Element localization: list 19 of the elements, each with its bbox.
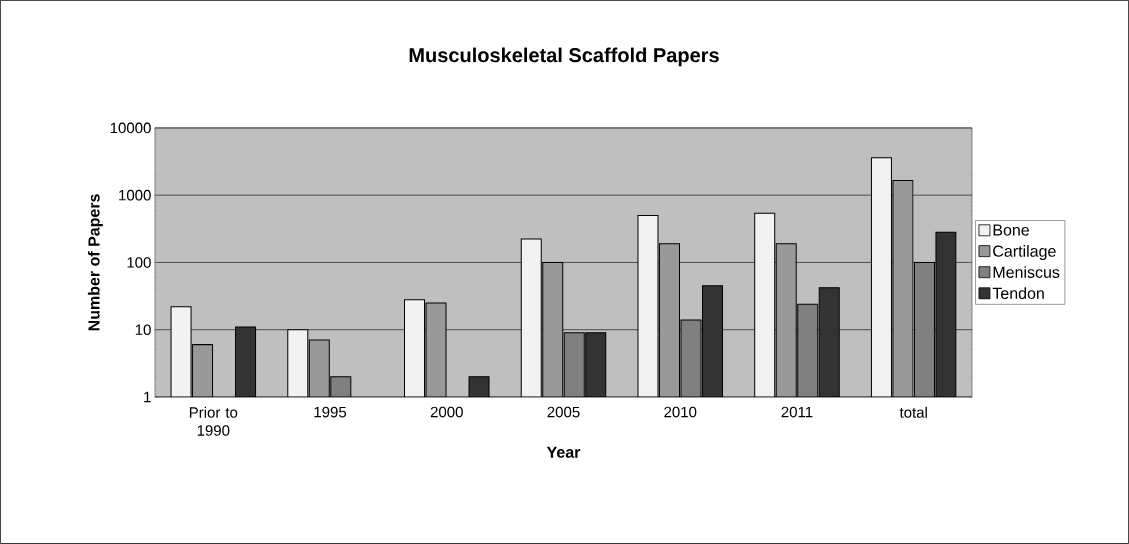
x-tick-label: 2010: [664, 406, 697, 418]
x-tick-label: total: [899, 406, 927, 418]
y-tick-label: 1000: [119, 189, 151, 201]
x-tick-label: 1995: [314, 406, 347, 418]
x-tick-label: 2005: [547, 406, 580, 418]
legend-label: Tendon: [992, 287, 1044, 300]
y-tick-label: 10000: [110, 122, 151, 134]
y-axis-title: Number of Papers: [87, 194, 103, 331]
y-tick-label: 1: [144, 391, 151, 403]
x-tick-label: 2000: [430, 406, 463, 418]
legend-label: Cartilage: [993, 245, 1056, 261]
legend-label: Meniscus: [993, 266, 1060, 278]
chart-title: Musculoskeletal Scaffold Papers: [409, 47, 719, 67]
x-tick-label: 2011: [781, 406, 813, 418]
y-tick-label: 10: [135, 324, 151, 336]
x-axis-title: Year: [546, 446, 581, 458]
x-tick-label: Prior to 1990: [189, 406, 238, 436]
y-tick-label: 100: [127, 257, 151, 268]
legend-label: Bone: [993, 224, 1029, 236]
